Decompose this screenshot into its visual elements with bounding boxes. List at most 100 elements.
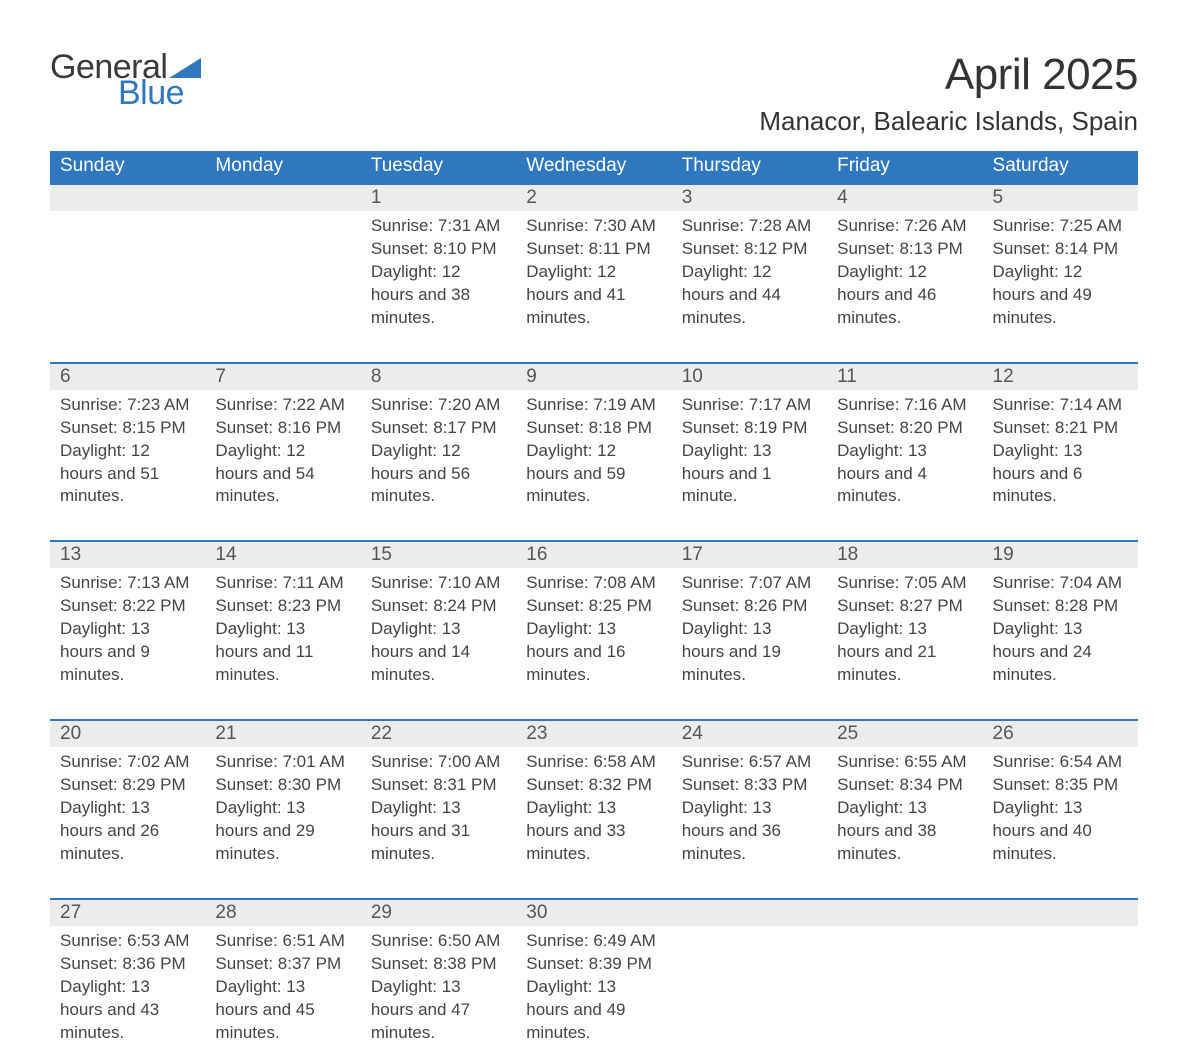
sunset-line: Sunset: 8:19 PM	[682, 417, 817, 440]
day-detail-cell: Sunrise: 7:07 AMSunset: 8:26 PMDaylight:…	[672, 568, 827, 720]
sunset-line: Sunset: 8:18 PM	[526, 417, 661, 440]
sunrise-line: Sunrise: 7:07 AM	[682, 572, 817, 595]
daynum-row: 13141516171819	[50, 541, 1138, 568]
day-detail-cell	[827, 926, 982, 1052]
day-header: Wednesday	[516, 151, 671, 184]
sunset-line: Sunset: 8:30 PM	[215, 774, 350, 797]
sunrise-line: Sunrise: 6:53 AM	[60, 930, 195, 953]
daylight-line: Daylight: 13 hours and 47 minutes.	[371, 976, 506, 1045]
daylight-line: Daylight: 13 hours and 40 minutes.	[993, 797, 1128, 866]
sunset-line: Sunset: 8:14 PM	[993, 238, 1128, 261]
sunset-line: Sunset: 8:22 PM	[60, 595, 195, 618]
daylight-line: Daylight: 13 hours and 4 minutes.	[837, 440, 972, 509]
sunset-line: Sunset: 8:11 PM	[526, 238, 661, 261]
day-detail-cell: Sunrise: 7:31 AMSunset: 8:10 PMDaylight:…	[361, 211, 516, 363]
day-number-cell: 13	[50, 541, 205, 568]
sunset-line: Sunset: 8:15 PM	[60, 417, 195, 440]
sunrise-line: Sunrise: 6:49 AM	[526, 930, 661, 953]
day-header: Monday	[205, 151, 360, 184]
day-number-cell: 21	[205, 720, 360, 747]
daylight-line: Daylight: 13 hours and 6 minutes.	[993, 440, 1128, 509]
day-number-cell: 18	[827, 541, 982, 568]
day-header: Friday	[827, 151, 982, 184]
day-detail-cell: Sunrise: 7:19 AMSunset: 8:18 PMDaylight:…	[516, 390, 671, 542]
day-number-cell	[827, 899, 982, 926]
sunset-line: Sunset: 8:27 PM	[837, 595, 972, 618]
header: General Blue April 2025 Manacor, Baleari…	[50, 50, 1138, 137]
day-number-cell: 2	[516, 184, 671, 211]
sunset-line: Sunset: 8:20 PM	[837, 417, 972, 440]
sunrise-line: Sunrise: 7:22 AM	[215, 394, 350, 417]
daylight-line: Daylight: 13 hours and 33 minutes.	[526, 797, 661, 866]
day-number-cell: 6	[50, 363, 205, 390]
day-number-cell: 9	[516, 363, 671, 390]
day-number-cell: 25	[827, 720, 982, 747]
daylight-line: Daylight: 13 hours and 26 minutes.	[60, 797, 195, 866]
daylight-line: Daylight: 13 hours and 38 minutes.	[837, 797, 972, 866]
day-number-cell: 19	[983, 541, 1138, 568]
day-detail-cell: Sunrise: 7:14 AMSunset: 8:21 PMDaylight:…	[983, 390, 1138, 542]
daynum-row: 27282930	[50, 899, 1138, 926]
day-detail-cell: Sunrise: 6:54 AMSunset: 8:35 PMDaylight:…	[983, 747, 1138, 899]
day-header-row: SundayMondayTuesdayWednesdayThursdayFrid…	[50, 151, 1138, 184]
daylight-line: Daylight: 13 hours and 43 minutes.	[60, 976, 195, 1045]
day-detail-cell: Sunrise: 7:22 AMSunset: 8:16 PMDaylight:…	[205, 390, 360, 542]
day-detail-cell: Sunrise: 6:51 AMSunset: 8:37 PMDaylight:…	[205, 926, 360, 1052]
sunset-line: Sunset: 8:17 PM	[371, 417, 506, 440]
daylight-line: Daylight: 12 hours and 46 minutes.	[837, 261, 972, 330]
sunrise-line: Sunrise: 7:13 AM	[60, 572, 195, 595]
sunrise-line: Sunrise: 6:57 AM	[682, 751, 817, 774]
day-number-cell: 4	[827, 184, 982, 211]
day-header: Sunday	[50, 151, 205, 184]
sunset-line: Sunset: 8:10 PM	[371, 238, 506, 261]
daylight-line: Daylight: 13 hours and 49 minutes.	[526, 976, 661, 1045]
day-number-cell	[983, 899, 1138, 926]
daylight-line: Daylight: 13 hours and 14 minutes.	[371, 618, 506, 687]
sunset-line: Sunset: 8:21 PM	[993, 417, 1128, 440]
day-header: Saturday	[983, 151, 1138, 184]
day-number-cell	[50, 184, 205, 211]
sunrise-line: Sunrise: 7:31 AM	[371, 215, 506, 238]
sunrise-line: Sunrise: 7:25 AM	[993, 215, 1128, 238]
detail-row: Sunrise: 7:31 AMSunset: 8:10 PMDaylight:…	[50, 211, 1138, 363]
sunset-line: Sunset: 8:24 PM	[371, 595, 506, 618]
day-number-cell: 22	[361, 720, 516, 747]
sunrise-line: Sunrise: 7:23 AM	[60, 394, 195, 417]
day-number-cell: 23	[516, 720, 671, 747]
day-number-cell: 3	[672, 184, 827, 211]
day-detail-cell: Sunrise: 7:20 AMSunset: 8:17 PMDaylight:…	[361, 390, 516, 542]
day-number-cell: 12	[983, 363, 1138, 390]
day-detail-cell: Sunrise: 6:53 AMSunset: 8:36 PMDaylight:…	[50, 926, 205, 1052]
day-number-cell: 1	[361, 184, 516, 211]
day-number-cell: 16	[516, 541, 671, 568]
sunset-line: Sunset: 8:37 PM	[215, 953, 350, 976]
day-detail-cell: Sunrise: 7:02 AMSunset: 8:29 PMDaylight:…	[50, 747, 205, 899]
daylight-line: Daylight: 12 hours and 59 minutes.	[526, 440, 661, 509]
day-number-cell	[672, 899, 827, 926]
day-number-cell	[205, 184, 360, 211]
sunrise-line: Sunrise: 6:58 AM	[526, 751, 661, 774]
sunrise-line: Sunrise: 7:19 AM	[526, 394, 661, 417]
daylight-line: Daylight: 13 hours and 21 minutes.	[837, 618, 972, 687]
daylight-line: Daylight: 12 hours and 38 minutes.	[371, 261, 506, 330]
day-number-cell: 17	[672, 541, 827, 568]
page-title: April 2025	[759, 50, 1138, 100]
sunrise-line: Sunrise: 6:55 AM	[837, 751, 972, 774]
day-number-cell: 8	[361, 363, 516, 390]
sunset-line: Sunset: 8:38 PM	[371, 953, 506, 976]
sunset-line: Sunset: 8:16 PM	[215, 417, 350, 440]
day-detail-cell: Sunrise: 6:50 AMSunset: 8:38 PMDaylight:…	[361, 926, 516, 1052]
sunrise-line: Sunrise: 7:17 AM	[682, 394, 817, 417]
day-detail-cell: Sunrise: 6:58 AMSunset: 8:32 PMDaylight:…	[516, 747, 671, 899]
sunrise-line: Sunrise: 7:01 AM	[215, 751, 350, 774]
daylight-line: Daylight: 13 hours and 29 minutes.	[215, 797, 350, 866]
sunset-line: Sunset: 8:33 PM	[682, 774, 817, 797]
sunrise-line: Sunrise: 7:11 AM	[215, 572, 350, 595]
sunrise-line: Sunrise: 7:14 AM	[993, 394, 1128, 417]
day-detail-cell	[50, 211, 205, 363]
daylight-line: Daylight: 13 hours and 19 minutes.	[682, 618, 817, 687]
day-detail-cell: Sunrise: 6:55 AMSunset: 8:34 PMDaylight:…	[827, 747, 982, 899]
day-detail-cell: Sunrise: 7:05 AMSunset: 8:27 PMDaylight:…	[827, 568, 982, 720]
sunset-line: Sunset: 8:36 PM	[60, 953, 195, 976]
sunrise-line: Sunrise: 7:10 AM	[371, 572, 506, 595]
